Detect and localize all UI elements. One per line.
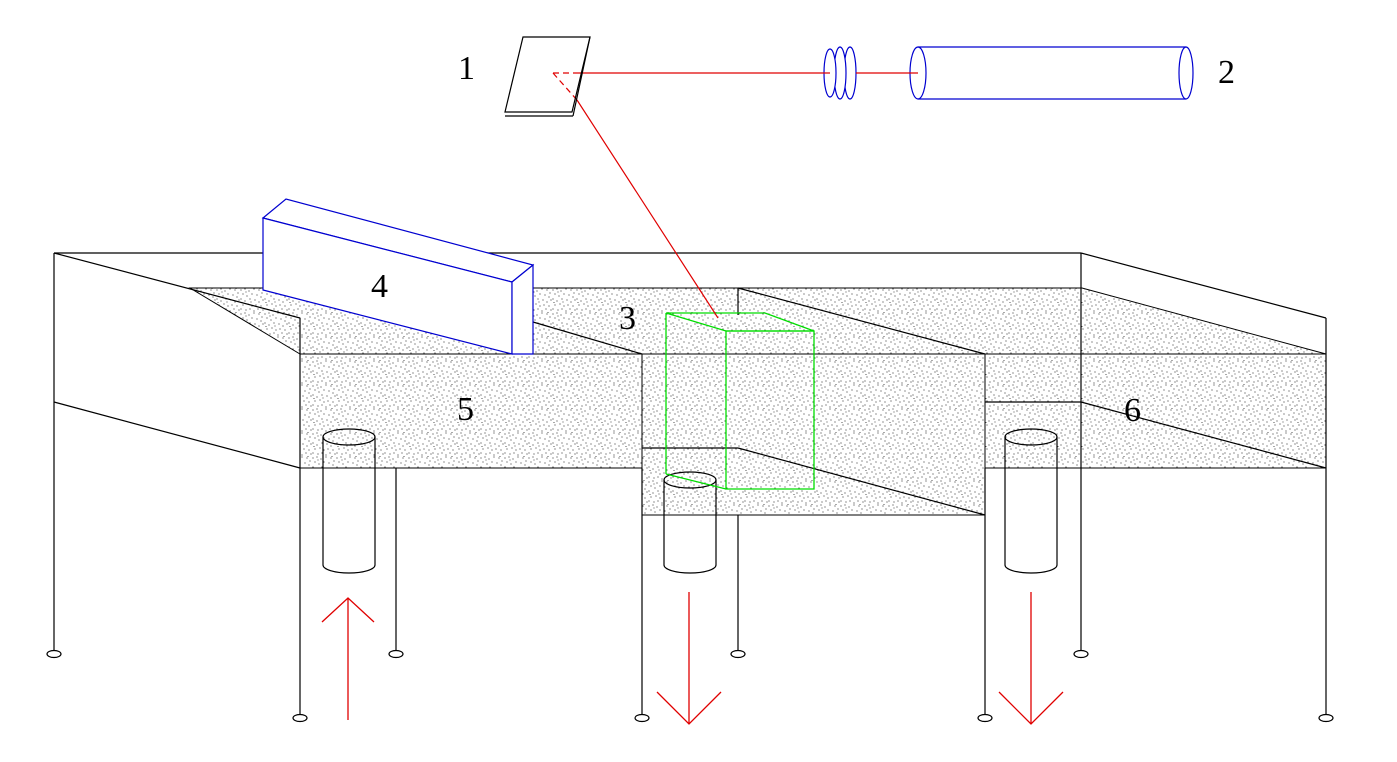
lens-stack [823, 46, 857, 100]
measurement-volume-bottom-edge [665, 473, 727, 490]
pipes [322, 428, 1058, 574]
leg-foot [1318, 713, 1334, 723]
leg-foot [1073, 649, 1089, 659]
middle-outlet-pipe [663, 471, 717, 574]
leg-foot [634, 713, 650, 723]
right-floor-diagonal [1080, 401, 1327, 469]
beam-behind-mirror-diag [552, 72, 578, 101]
left-wall-bottom [53, 401, 301, 469]
leg-foot [977, 713, 993, 723]
measurement-volume [665, 312, 815, 490]
outlet-chamber-front [984, 353, 1327, 469]
divider-ridge [737, 287, 986, 355]
leg-foot [46, 649, 62, 659]
laser-assembly [823, 46, 1194, 100]
measurement-volume-front [725, 330, 815, 490]
mirror [504, 36, 591, 117]
left-wall-top [53, 252, 301, 319]
inlet-pipe [322, 428, 376, 574]
beam-mirror-to-volume [576, 99, 719, 319]
right-wall-top [1080, 252, 1327, 319]
mirror-face [504, 36, 591, 113]
support-legs [46, 253, 1334, 723]
mirror-edge-side [572, 36, 591, 117]
inner-wall-left [532, 321, 643, 355]
channel-frame [53, 252, 1327, 516]
inlet-chamber-front [299, 353, 643, 469]
flow-arrows [321, 592, 1064, 725]
laser-beam [552, 72, 918, 319]
leg-foot [292, 713, 308, 723]
laser-tube [909, 46, 1194, 100]
fluid-surfaces [188, 287, 1327, 516]
guide-block-end [511, 263, 534, 355]
inlet-flow-arrow-up [321, 597, 375, 720]
right-outlet-pipe [1004, 428, 1058, 574]
middle-floor-diagonal [737, 447, 986, 516]
leg-foot [388, 649, 404, 659]
right-flow-arrow-down [998, 592, 1064, 725]
leg-foot [730, 649, 746, 659]
middle-flow-arrow-down [656, 592, 722, 725]
guide-block [261, 198, 535, 355]
